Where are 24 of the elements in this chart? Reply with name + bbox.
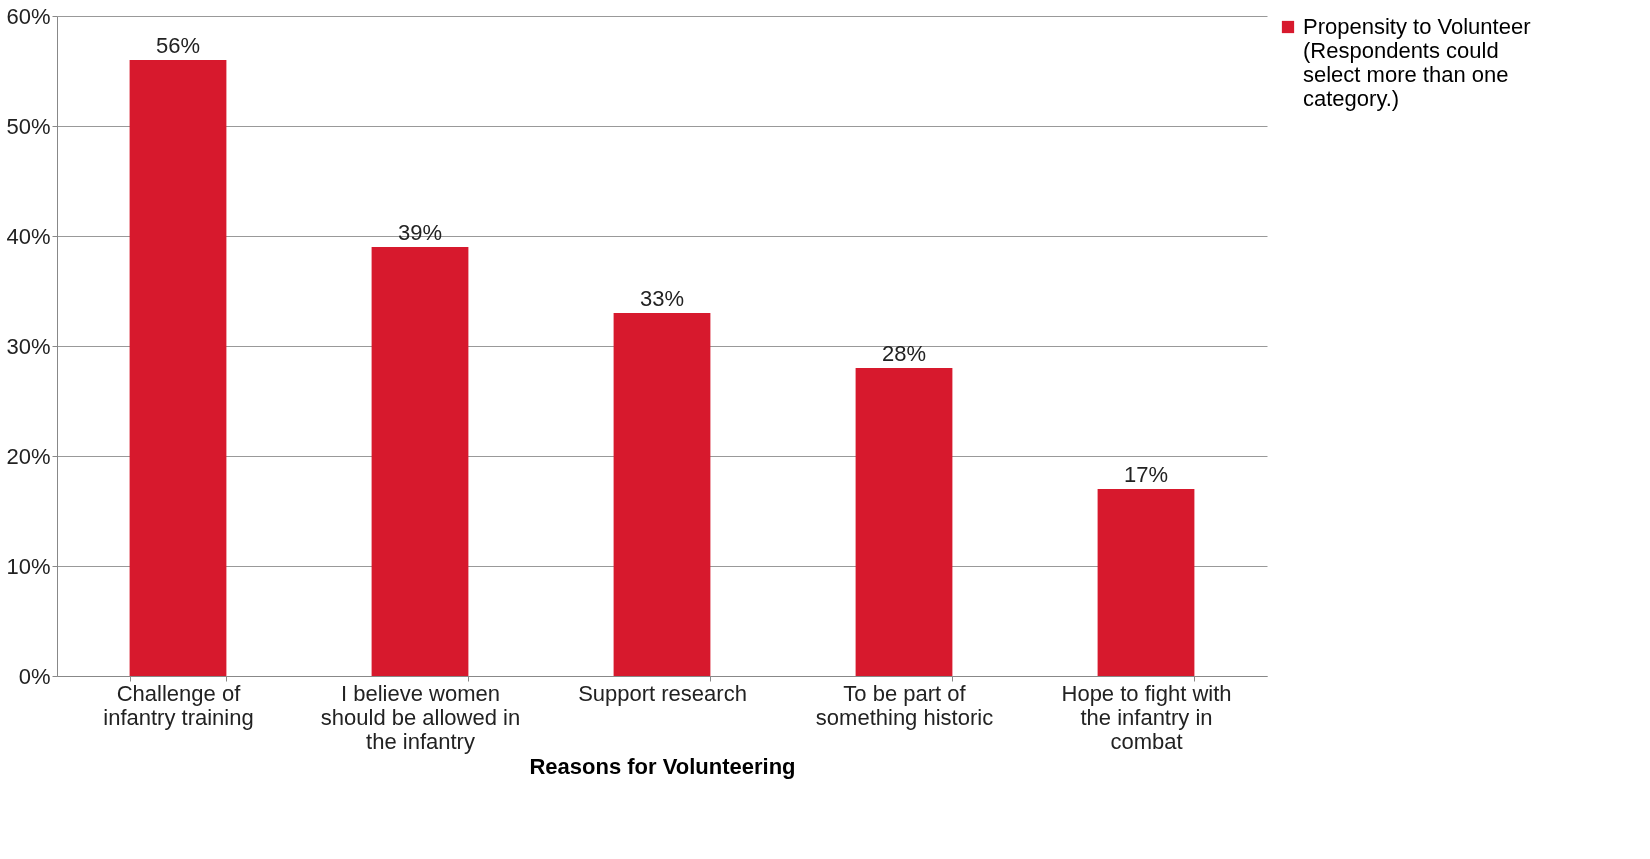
y-tick-label: 10% [6, 553, 51, 579]
y-tick-label: 20% [6, 443, 51, 469]
y-tick-label: 50% [6, 113, 51, 139]
data-label: 39% [397, 220, 443, 245]
bar [855, 368, 953, 676]
x-tick-label: To be part of something historic [815, 680, 994, 730]
y-tick-label: 40% [6, 223, 51, 249]
bar [371, 247, 469, 676]
data-label: 56% [155, 33, 201, 58]
data-label: 33% [639, 286, 685, 311]
y-tick-label: 0% [18, 663, 51, 689]
x-tick-label: Hope to fight with the infantry in combat [1061, 680, 1232, 754]
data-label: 28% [881, 341, 927, 366]
x-tick-label: I believe women should be allowed in the infantry [320, 680, 521, 754]
bar [613, 313, 711, 676]
bar [129, 60, 227, 676]
x-tick-label: Challenge of infantry training [103, 680, 254, 730]
bar [1097, 489, 1195, 676]
y-tick-label: 30% [6, 333, 51, 359]
legend-label: Propensity to Volunteer (Respondents could select more than one category.) [1303, 14, 1531, 111]
x-axis-title: Reasons for Volunteering [529, 753, 796, 779]
data-label: 17% [1123, 462, 1169, 487]
y-tick-label: 60% [6, 3, 51, 29]
x-tick-label: Support research [578, 680, 747, 706]
